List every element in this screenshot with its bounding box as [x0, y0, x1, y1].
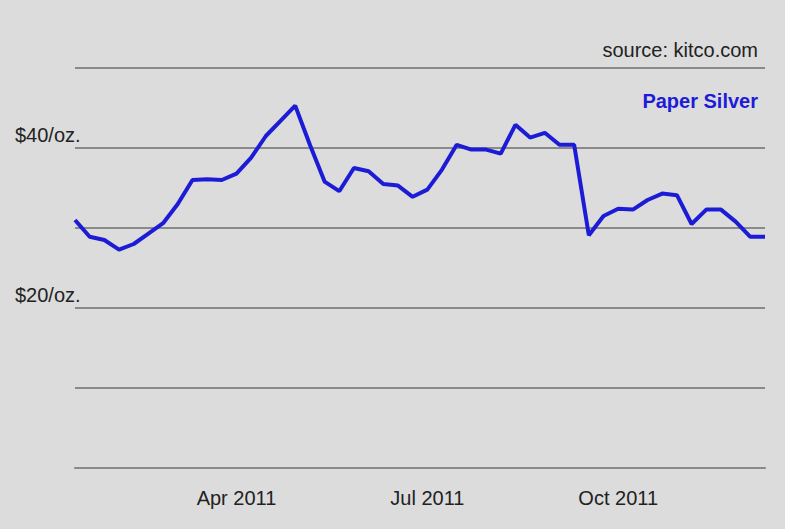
svg-text:$40/oz.: $40/oz. [15, 124, 81, 146]
svg-text:Apr 2011: Apr 2011 [197, 487, 277, 509]
svg-text:Jul 2011: Jul 2011 [390, 487, 464, 509]
svg-text:$20/oz.: $20/oz. [15, 284, 81, 306]
svg-text:Oct 2011: Oct 2011 [578, 487, 658, 509]
svg-text:source: kitco.com: source: kitco.com [602, 39, 758, 61]
svg-text:Paper Silver: Paper Silver [642, 90, 758, 112]
